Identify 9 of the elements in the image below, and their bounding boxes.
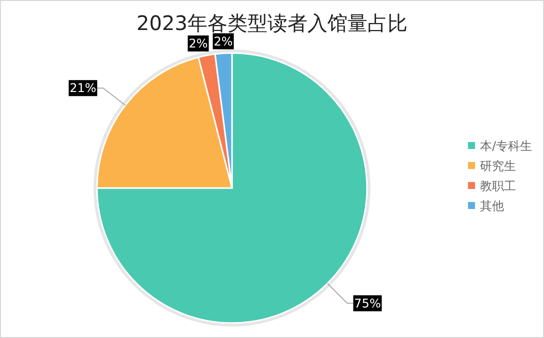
chart-title: 2023年各类型读者入馆量占比: [136, 11, 408, 35]
data-label: 21%: [70, 81, 96, 96]
data-label: 2%: [188, 36, 208, 50]
data-label: 75%: [354, 296, 381, 310]
data-label: 2%: [214, 34, 233, 48]
legend-label: 其他: [480, 199, 504, 213]
legend-label: 研究生: [480, 159, 516, 173]
legend-label: 本/专科生: [480, 139, 532, 153]
legend-label: 教职工: [480, 179, 516, 193]
